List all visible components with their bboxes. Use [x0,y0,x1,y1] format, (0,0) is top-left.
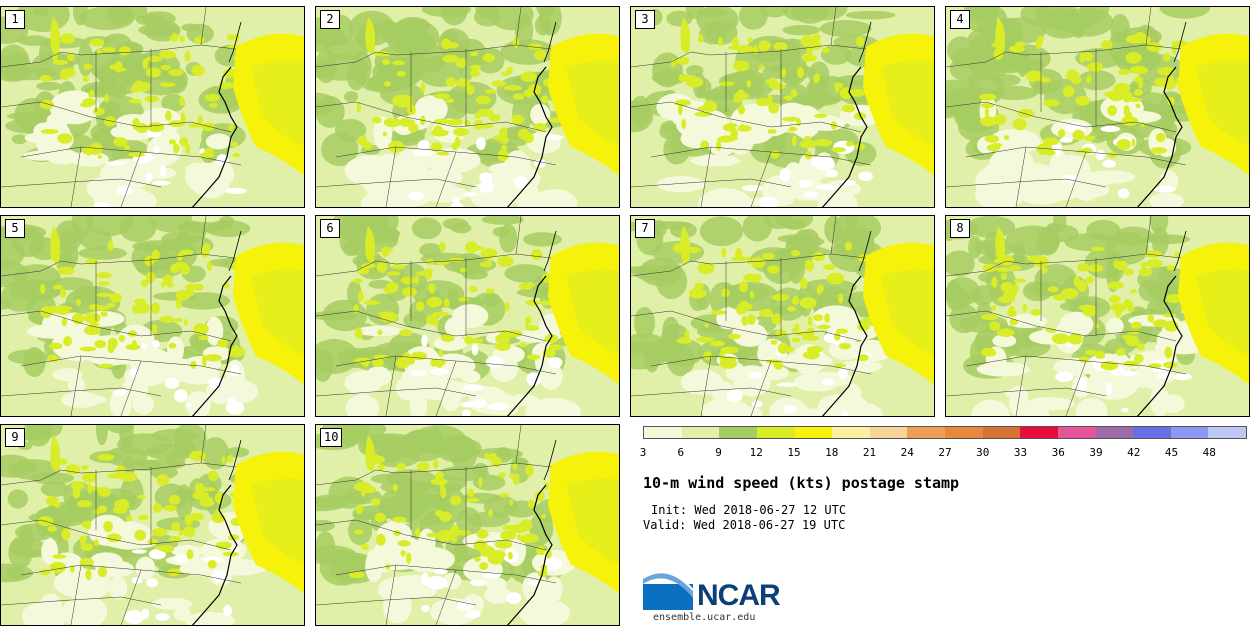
ncar-logo-text: NCAR [697,579,781,612]
website-url: ensemble.ucar.edu [653,612,756,623]
member-panel-7: 7 [630,215,935,417]
wind-speed-map [946,7,1249,207]
wind-speed-map [1,216,304,416]
colorbar-swatch-13 [1133,427,1171,438]
colorbar-swatch-6 [869,427,908,438]
colorbar-swatch-14 [1170,427,1209,438]
member-panel-9: 9 [0,424,305,626]
member-label: 4 [950,10,970,29]
colorbar-tick-label: 30 [976,446,990,459]
member-panel-5: 5 [0,215,305,417]
colorbar-ticks: 3 6 9 12 15 18 21 24 27 30 33 36 39 42 45 48 [639,446,1247,460]
colorbar-swatch-1 [681,427,720,438]
colorbar-tick-label: 48 [1202,446,1216,459]
wind-speed-map [316,7,619,207]
colorbar-swatch-2 [719,427,757,438]
colorbar-swatch-10 [1020,427,1058,438]
init-time: Init: Wed 2018-06-27 12 UTC [651,503,847,517]
colorbar-tick-label: 33 [1013,446,1028,459]
wind-speed-map [1,425,304,625]
colorbar-swatch-8 [945,427,983,438]
colorbar-swatch-4 [794,427,833,438]
colorbar-swatch-7 [907,427,945,438]
member-label: 5 [5,219,25,238]
member-label: 10 [320,428,343,447]
member-label: 9 [5,428,25,447]
wind-speed-map [1,7,304,207]
member-panel-6: 6 [315,215,620,417]
member-label: 3 [635,10,655,29]
member-panel-3: 3 [630,6,935,208]
member-panel-10: 10 [315,424,620,626]
member-label: 1 [5,10,25,29]
member-label: 8 [950,219,970,238]
colorbar-tick-label: 24 [900,446,914,459]
colorbar-tick-label: 15 [787,446,801,459]
member-panel-1: 1 [0,6,305,208]
colorbar-swatch-9 [982,427,1021,438]
colorbar-tick-label: 36 [1051,446,1065,459]
colorbar-tick-label: 9 [715,446,722,459]
colorbar-swatch-11 [1057,427,1096,438]
plot-title: 10-m wind speed (kts) postage stamp [643,474,960,492]
valid-time: Valid: Wed 2018-06-27 19 UTC [643,518,846,532]
member-label: 7 [635,219,655,238]
colorbar-tick-label: 6 [677,446,685,459]
colorbar-tick-label: 39 [1089,446,1103,459]
colorbar-swatch-0 [644,427,682,438]
wind-speed-map [316,216,619,416]
colorbar-swatch-15 [1208,427,1246,438]
ncar-swoosh-logo [643,571,694,610]
colorbar-tick-label: 21 [862,446,877,459]
wind-speed-map [631,216,934,416]
colorbar-tick-label: 12 [749,446,763,459]
member-panel-4: 4 [945,6,1250,208]
member-label: 2 [320,10,340,29]
wind-speed-map [946,216,1249,416]
colorbar-swatch-3 [756,427,795,438]
colorbar-tick-label: 45 [1164,446,1179,459]
colorbar-tick-label: 3 [639,446,647,459]
colorbar-swatch-12 [1095,427,1134,438]
colorbar-swatch-5 [832,427,870,438]
wind-speed-map [631,7,934,207]
wind-speed-map [316,425,619,625]
member-label: 6 [320,219,340,238]
colorbar-tick-label: 42 [1127,446,1141,459]
member-panel-8: 8 [945,215,1250,417]
colorbar-tick-label: 18 [825,446,839,459]
member-panel-2: 2 [315,6,620,208]
colorbar [643,426,1247,439]
colorbar-tick-label: 27 [938,446,952,459]
